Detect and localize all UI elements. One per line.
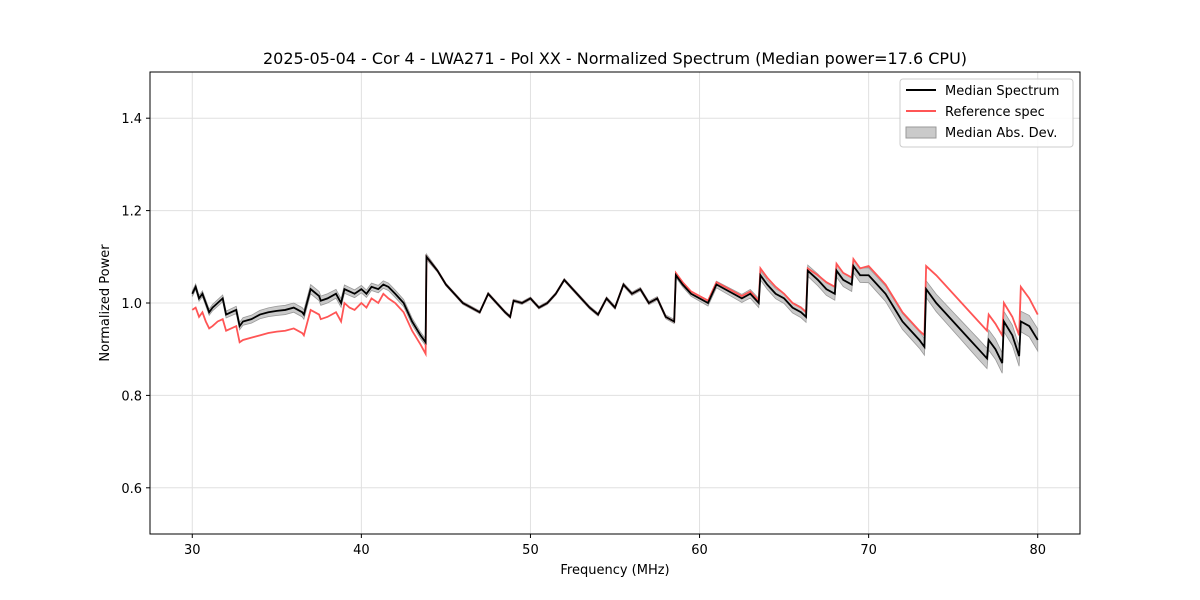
x-axis-ticks: 30 40 50 60 70 80: [184, 534, 1046, 558]
x-tick-label: 80: [1029, 543, 1046, 558]
y-tick-label: 1.2: [121, 205, 142, 220]
x-tick-label: 40: [353, 543, 370, 558]
x-axis-label: Frequency (MHz): [560, 563, 669, 578]
chart-title: 2025-05-04 - Cor 4 - LWA271 - Pol XX - N…: [263, 49, 967, 68]
y-axis-ticks: 0.6 0.8 1.0 1.2 1.4: [121, 112, 150, 497]
y-tick-label: 1.4: [121, 112, 142, 127]
legend-median-label: Median Spectrum: [945, 84, 1059, 99]
y-tick-label: 0.6: [121, 482, 142, 497]
median-spectrum-line: [191, 254, 1039, 364]
y-tick-label: 0.8: [121, 389, 142, 404]
legend: Median Spectrum Reference spec Median Ab…: [899, 78, 1074, 148]
x-tick-label: 70: [860, 543, 877, 558]
x-tick-label: 60: [691, 543, 708, 558]
x-tick-label: 50: [522, 543, 539, 558]
legend-frame: [899, 78, 1074, 148]
legend-reference-label: Reference spec: [945, 105, 1045, 120]
legend-mad-label: Median Abs. Dev.: [945, 126, 1057, 141]
y-axis-label: Normalized Power: [98, 244, 113, 362]
y-tick-label: 1.0: [121, 297, 142, 312]
legend-mad-swatch: [905, 126, 937, 139]
x-tick-label: 30: [184, 543, 201, 558]
series-lines: [191, 254, 1039, 364]
